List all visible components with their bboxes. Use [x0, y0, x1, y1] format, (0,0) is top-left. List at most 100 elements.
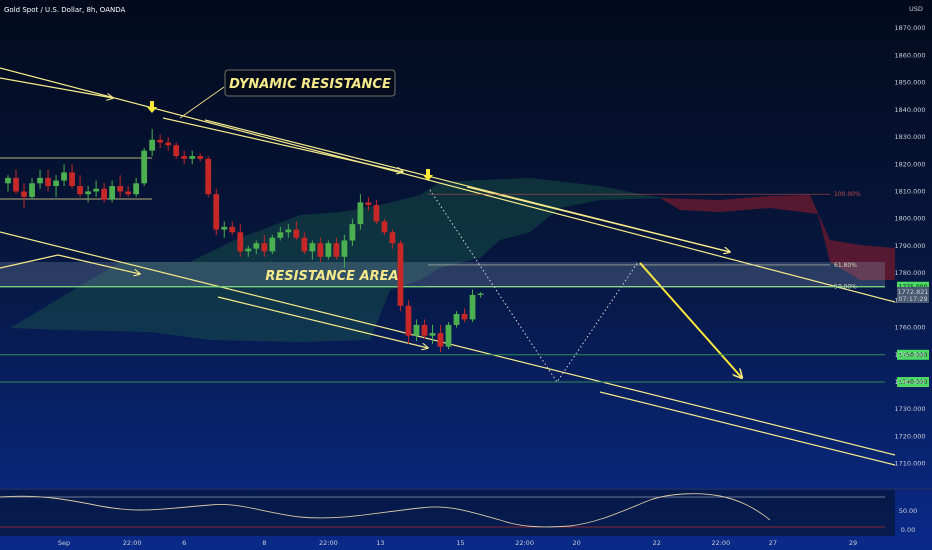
lower-guide-1 — [0, 254, 59, 269]
candle — [469, 289, 476, 323]
y-tick-label: 1820.000 — [894, 160, 925, 168]
candle — [405, 300, 412, 344]
candle — [45, 169, 51, 192]
candle-body — [445, 324, 452, 347]
resistance-area-zone — [0, 262, 885, 287]
candle-body — [45, 177, 51, 187]
x-tick-label: 13 — [376, 539, 384, 547]
lower-guide-3 — [217, 296, 428, 348]
candle-body — [165, 142, 172, 146]
candle — [37, 169, 43, 189]
candle — [357, 194, 364, 230]
candle-body — [21, 191, 27, 197]
candle-body — [229, 226, 236, 233]
y-tick-label: 1710.000 — [894, 460, 925, 468]
candle — [245, 245, 252, 257]
candle-body — [477, 293, 484, 295]
upper-guide-3 — [466, 186, 730, 252]
candle-body — [405, 305, 412, 336]
candle — [141, 147, 148, 187]
candle-body — [365, 202, 372, 206]
candle — [61, 164, 67, 187]
candle-body — [277, 232, 284, 238]
y-tick-label: 1860.000 — [894, 51, 925, 59]
peak-markers — [147, 101, 433, 181]
candle — [53, 175, 59, 197]
y-tick-label: 1840.000 — [894, 106, 925, 114]
candle-body — [205, 158, 212, 195]
candle-body — [245, 248, 252, 252]
oscillator-line — [0, 493, 771, 528]
y-tick-label: 1720.000 — [894, 432, 925, 440]
candle — [437, 324, 444, 353]
y-tick-label: 1800.000 — [894, 215, 925, 223]
oscillator-background — [0, 490, 895, 536]
x-tick-label: 22:00 — [319, 539, 338, 547]
candle-body — [437, 333, 444, 347]
x-tick-label: 8 — [262, 539, 266, 547]
x-tick-label: 29 — [849, 539, 857, 547]
candle-body — [109, 186, 116, 200]
candle — [221, 221, 228, 238]
candle-body — [117, 186, 124, 192]
candle — [309, 240, 316, 260]
x-tick-label: 22 — [653, 539, 661, 547]
candles-layer — [5, 128, 484, 353]
y-tick-label: 1830.000 — [894, 133, 925, 141]
candle — [237, 224, 244, 257]
candle-body — [349, 224, 356, 241]
candle — [197, 153, 204, 162]
y-tick-label: 1850.000 — [894, 79, 925, 87]
fib-level-label: 61.80% — [834, 262, 857, 269]
candle-body — [125, 191, 132, 195]
candle-body — [37, 177, 43, 184]
candle-body — [333, 243, 340, 257]
candle-body — [429, 333, 436, 336]
candle — [21, 183, 27, 208]
candle-body — [413, 324, 420, 336]
candle-body — [141, 150, 148, 184]
candle-body — [309, 243, 316, 252]
candle — [125, 186, 132, 197]
time-axis[interactable]: Sep 22:00 6 8 22:00 13 15 22:00 20 22 22:00 27 29 — [58, 539, 857, 547]
chart-title: Gold Spot / U.S. Dollar, 8h, OANDA — [4, 6, 125, 14]
y-tick-label: 1760.000 — [894, 324, 925, 332]
candle — [205, 156, 212, 197]
candle — [461, 308, 468, 323]
x-tick-label: Sep — [58, 539, 70, 547]
projection-arrow — [639, 262, 742, 378]
fib-level-label: 100.00% — [834, 191, 861, 198]
candle-body — [381, 221, 388, 233]
candle — [117, 175, 124, 197]
ichimoku-cloud — [10, 178, 895, 342]
candle-body — [173, 145, 180, 157]
candle — [5, 175, 11, 192]
candle-body — [77, 186, 83, 195]
x-tick-label: 22:00 — [515, 539, 534, 547]
price-level-badge-text: 1750.000 — [899, 352, 928, 359]
x-tick-label: 22:00 — [711, 539, 730, 547]
candle — [77, 175, 83, 197]
candle — [173, 142, 180, 159]
candle-body — [317, 243, 324, 257]
cloud-green — [10, 178, 670, 342]
oscillator-pane: 50.00 0.00 — [0, 488, 932, 536]
candle — [149, 128, 156, 157]
candle — [381, 218, 388, 236]
price-axis[interactable]: 1710.000 1720.000 1730.000 1740.000 1750.000… — [894, 24, 925, 468]
oscillator-label-0: 0.00 — [901, 526, 915, 534]
candle — [181, 150, 188, 165]
y-tick-label: 1730.000 — [894, 405, 925, 413]
candle-body — [61, 172, 67, 181]
candle — [93, 180, 99, 197]
candle-body — [85, 191, 91, 195]
price-level-badge — [897, 281, 929, 292]
candle — [261, 235, 268, 257]
y-tick-label: 1810.000 — [894, 187, 925, 195]
resistance-area-label: RESISTANCE AREA — [265, 269, 398, 284]
price-level-badge-text: 1740.000 — [899, 379, 928, 386]
candle-body — [5, 177, 11, 184]
candle — [109, 180, 116, 203]
candle — [253, 240, 260, 255]
